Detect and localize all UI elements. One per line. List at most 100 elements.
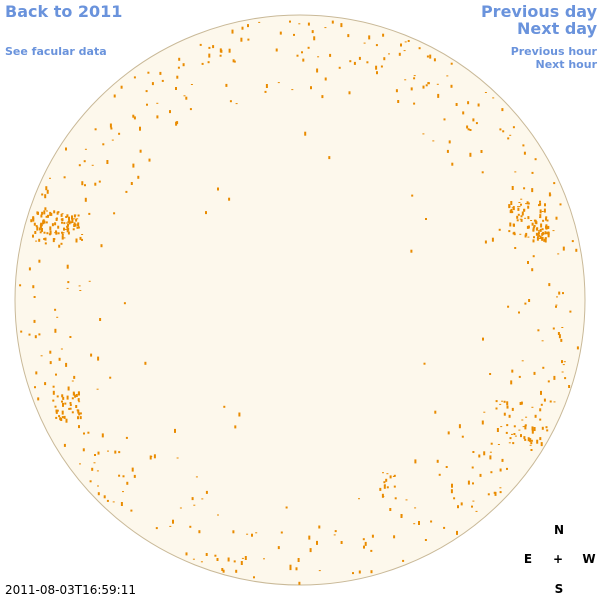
facula: [63, 237, 66, 239]
facula: [130, 509, 133, 512]
facula: [395, 89, 398, 93]
facula: [240, 37, 243, 42]
facula: [461, 435, 464, 438]
facula: [63, 415, 66, 419]
facula: [35, 371, 38, 375]
facula: [370, 549, 373, 552]
facula: [507, 137, 510, 140]
facula: [78, 412, 81, 416]
facula: [487, 493, 490, 496]
facula: [232, 530, 235, 534]
facula: [191, 497, 194, 501]
facula: [77, 226, 80, 229]
facula: [91, 164, 94, 166]
facula: [67, 223, 69, 227]
facula: [220, 49, 223, 53]
facula: [61, 235, 64, 240]
facula: [90, 353, 93, 357]
facula: [433, 58, 436, 62]
facula: [425, 84, 428, 87]
facula: [493, 491, 496, 494]
facula: [189, 108, 192, 111]
facula: [508, 205, 511, 208]
facula: [293, 33, 295, 36]
facula: [169, 525, 172, 527]
facula: [49, 211, 52, 216]
facula: [216, 558, 219, 561]
facula: [118, 451, 121, 454]
facula: [458, 424, 461, 429]
facula: [61, 233, 64, 236]
facula: [264, 90, 267, 93]
facula: [413, 75, 416, 77]
facula: [118, 132, 121, 135]
facula: [544, 231, 547, 234]
facula: [130, 182, 133, 185]
facula: [89, 480, 92, 483]
facula: [309, 548, 312, 553]
facula: [543, 208, 546, 213]
facula: [462, 111, 465, 115]
facula: [60, 348, 63, 350]
facula: [289, 564, 292, 568]
facula: [263, 558, 265, 560]
facula: [363, 545, 365, 549]
facula: [376, 71, 378, 75]
facula: [521, 211, 524, 216]
facula: [58, 357, 61, 361]
facula: [382, 33, 385, 37]
facula: [519, 218, 522, 220]
facula: [521, 360, 524, 362]
facula: [545, 426, 548, 429]
facular-data-link[interactable]: See facular data: [5, 45, 107, 58]
facula: [426, 55, 429, 58]
facula: [73, 214, 76, 218]
facula: [49, 361, 52, 365]
solar-disk: [14, 14, 586, 586]
previous-day-link[interactable]: Previous day: [480, 2, 597, 21]
faculae: [19, 20, 579, 585]
facula: [532, 229, 535, 232]
facula: [490, 471, 493, 474]
facula: [540, 390, 542, 395]
facula: [38, 259, 41, 263]
facula: [537, 329, 540, 332]
facula: [531, 222, 534, 226]
facula: [120, 85, 123, 89]
back-year-link[interactable]: Back to 2011: [5, 2, 123, 21]
next-hour-link[interactable]: Next hour: [535, 58, 598, 71]
facula: [67, 386, 70, 391]
facula: [279, 31, 282, 35]
facula: [532, 239, 535, 243]
facula: [301, 51, 303, 54]
facula: [139, 149, 142, 153]
facula: [61, 400, 63, 403]
facula: [73, 392, 75, 395]
facula: [549, 194, 552, 196]
facula: [71, 215, 73, 220]
facula: [71, 380, 74, 382]
facula: [61, 410, 64, 415]
facula: [61, 394, 64, 398]
facula: [62, 396, 65, 400]
facula: [57, 225, 60, 229]
next-day-link[interactable]: Next day: [517, 19, 597, 38]
facula: [101, 433, 104, 438]
facula: [109, 123, 112, 128]
facula: [503, 412, 506, 416]
facula: [69, 407, 72, 410]
facula: [436, 83, 439, 85]
facula: [84, 184, 86, 187]
facula: [455, 103, 458, 106]
facula: [575, 248, 578, 252]
facula: [148, 158, 151, 162]
facula: [539, 200, 541, 203]
facula: [68, 220, 71, 225]
facula: [576, 346, 579, 350]
facula: [510, 201, 513, 205]
facula: [506, 405, 509, 409]
facula: [514, 247, 517, 249]
facula: [200, 561, 203, 563]
facula: [371, 534, 374, 538]
previous-hour-link[interactable]: Previous hour: [510, 45, 597, 58]
